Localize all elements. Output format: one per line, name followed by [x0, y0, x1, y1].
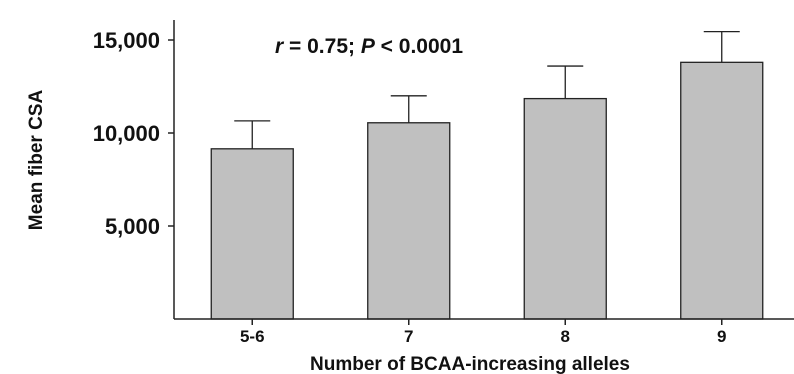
- bars-layer: [210, 61, 764, 320]
- p-symbol: P: [361, 35, 376, 58]
- x-ticks: 5-6 7 8 9: [240, 319, 726, 346]
- y-tick-label: 5,000: [105, 214, 160, 239]
- y-tick-label: 15,000: [93, 28, 160, 53]
- r-value-text: = 0.75;: [283, 35, 361, 58]
- bar: [680, 61, 764, 320]
- error-bars-layer: [234, 30, 740, 149]
- x-tick-label: 5-6: [240, 327, 265, 346]
- r-symbol: r: [275, 35, 285, 58]
- p-value-text: < 0.0001: [375, 35, 463, 58]
- x-tick-label: 7: [404, 327, 413, 346]
- correlation-annotation: r = 0.75; P < 0.0001: [275, 35, 463, 58]
- bar: [523, 97, 607, 320]
- y-tick-label: 10,000: [93, 121, 160, 146]
- x-tick-label: 8: [561, 327, 570, 346]
- y-axis-title: Mean fiber CSA: [26, 90, 47, 231]
- x-tick-label: 9: [717, 327, 726, 346]
- y-ticks: 5,000 10,000 15,000: [93, 28, 174, 239]
- x-axis-title: Number of BCAA-increasing alleles: [310, 354, 630, 374]
- bar: [210, 148, 294, 320]
- bar: [367, 122, 451, 320]
